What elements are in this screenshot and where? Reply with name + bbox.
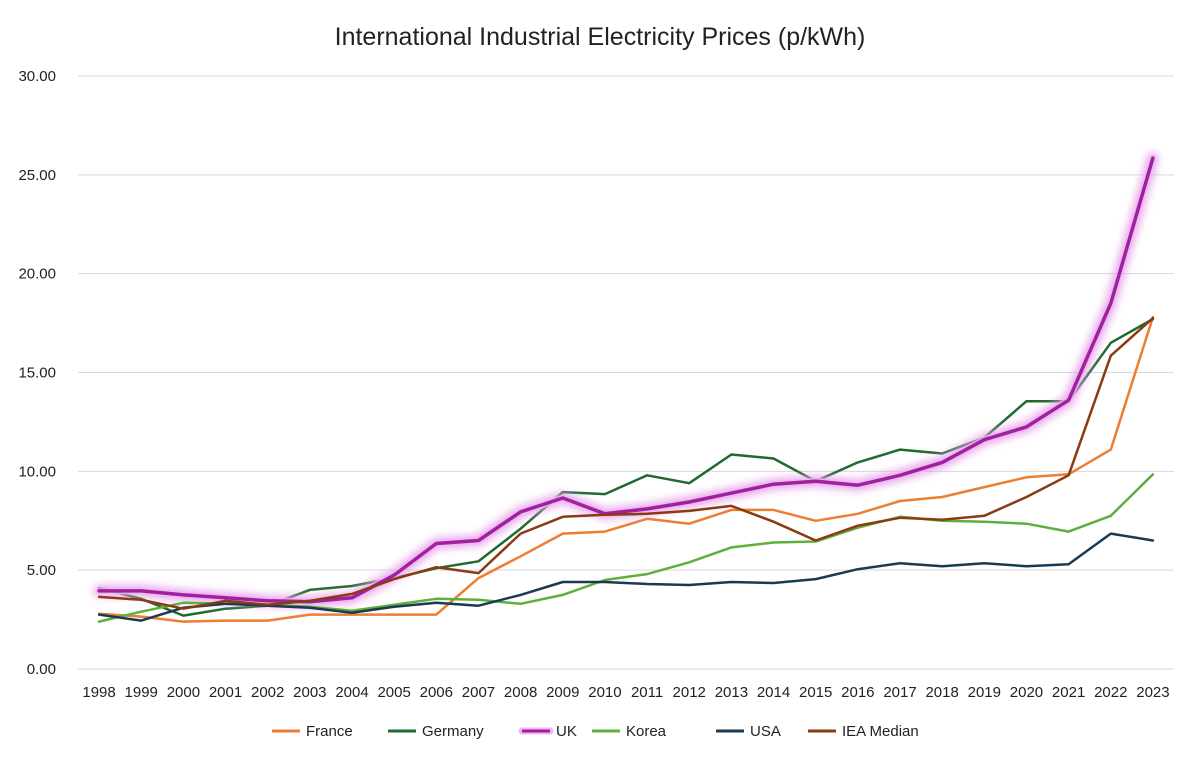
gridlines bbox=[78, 75, 1174, 670]
x-tick-label: 2006 bbox=[420, 684, 453, 701]
legend-label-germany: Germany bbox=[422, 723, 484, 740]
series-line-iea-median bbox=[97, 316, 1155, 610]
series-line-france bbox=[97, 315, 1155, 623]
legend: France Germany UK Korea USA IEA Median bbox=[272, 723, 919, 740]
x-tick-label: 2004 bbox=[335, 684, 368, 701]
x-tick-label: 2016 bbox=[841, 684, 874, 701]
x-tick-label: 2020 bbox=[1010, 684, 1043, 701]
y-tick-label: 30.00 bbox=[18, 68, 56, 85]
x-tick-label: 2009 bbox=[546, 684, 579, 701]
x-tick-label: 2023 bbox=[1136, 684, 1169, 701]
x-tick-label: 2003 bbox=[293, 684, 326, 701]
x-tick-label: 2010 bbox=[588, 684, 621, 701]
y-tick-label: 15.00 bbox=[18, 365, 56, 382]
y-tick-label: 20.00 bbox=[18, 266, 56, 283]
x-tick-label: 2005 bbox=[377, 684, 410, 701]
x-tick-label: 2021 bbox=[1052, 684, 1085, 701]
x-axis: 1998 1999 2000 2001 2002 2003 2004 2005 2006 2007… bbox=[82, 684, 1169, 701]
x-tick-label: 2015 bbox=[799, 684, 832, 701]
x-tick-label: 2007 bbox=[462, 684, 495, 701]
x-tick-label: 1998 bbox=[82, 684, 115, 701]
legend-label-korea: Korea bbox=[626, 723, 667, 740]
legend-label-france: France bbox=[306, 723, 353, 740]
x-tick-label: 2017 bbox=[883, 684, 916, 701]
legend-label-uk: UK bbox=[556, 723, 577, 740]
y-tick-label: 10.00 bbox=[18, 463, 56, 480]
legend-label-iea-median: IEA Median bbox=[842, 723, 919, 740]
legend-label-usa: USA bbox=[750, 723, 781, 740]
series-line-germany bbox=[97, 317, 1155, 617]
series-line-uk bbox=[97, 156, 1155, 604]
x-tick-label: 2011 bbox=[631, 684, 663, 701]
y-tick-label: 0.00 bbox=[27, 661, 56, 678]
x-tick-label: 2012 bbox=[673, 684, 706, 701]
x-tick-label: 2001 bbox=[209, 684, 242, 701]
x-tick-label: 2013 bbox=[715, 684, 748, 701]
x-tick-label: 2008 bbox=[504, 684, 537, 701]
x-tick-label: 2014 bbox=[757, 684, 790, 701]
series-halo-uk bbox=[95, 154, 1157, 606]
y-axis: 0.00 5.00 10.00 15.00 20.00 25.00 30.00 bbox=[18, 68, 56, 678]
series-line-usa bbox=[97, 532, 1155, 622]
plot-area bbox=[93, 152, 1159, 623]
x-tick-label: 2018 bbox=[925, 684, 958, 701]
series-glow-uk bbox=[93, 152, 1159, 608]
y-tick-label: 5.00 bbox=[27, 562, 56, 579]
chart-title: International Industrial Electricity Pri… bbox=[335, 23, 866, 51]
x-tick-label: 2002 bbox=[251, 684, 284, 701]
y-tick-label: 25.00 bbox=[18, 167, 56, 184]
x-tick-label: 1999 bbox=[125, 684, 158, 701]
x-tick-label: 2019 bbox=[968, 684, 1001, 701]
x-tick-label: 2000 bbox=[167, 684, 200, 701]
x-tick-label: 2022 bbox=[1094, 684, 1127, 701]
